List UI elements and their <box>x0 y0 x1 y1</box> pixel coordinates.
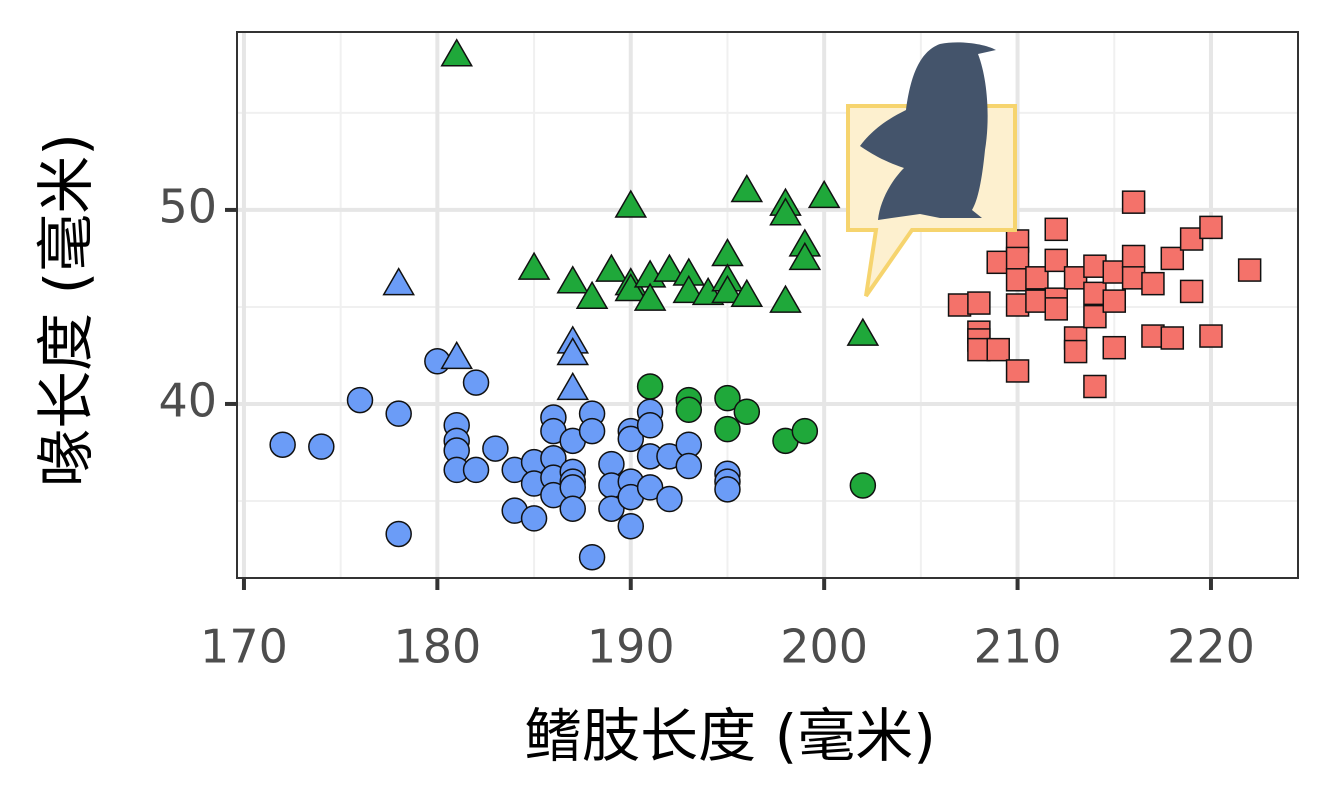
point <box>517 251 551 280</box>
point <box>769 284 802 313</box>
point <box>714 384 741 412</box>
point <box>733 398 761 425</box>
plot-border <box>236 31 1299 579</box>
point <box>791 417 819 445</box>
point <box>1141 271 1165 296</box>
y-axis-title: 喙长度 (毫米) <box>32 133 100 487</box>
point <box>769 197 802 226</box>
point <box>575 280 609 309</box>
point <box>1025 266 1049 290</box>
point <box>1083 374 1107 399</box>
point <box>1063 339 1088 364</box>
point <box>385 400 412 427</box>
point <box>1179 279 1204 304</box>
point <box>1044 297 1068 321</box>
point <box>636 412 664 439</box>
point <box>1044 248 1068 273</box>
point <box>1102 335 1127 360</box>
x-tick-label: 220 <box>1167 620 1255 674</box>
point <box>714 415 741 443</box>
point <box>967 291 991 315</box>
x-axis-title: 鳍肢长度 (毫米) <box>524 702 936 770</box>
point <box>656 485 683 513</box>
point <box>440 340 474 370</box>
x-tick-label: 210 <box>974 620 1062 674</box>
point <box>1121 244 1146 269</box>
point <box>614 189 648 218</box>
point <box>578 417 606 445</box>
point <box>440 38 474 67</box>
penguin <box>860 42 996 220</box>
x-tick-label: 170 <box>200 620 288 674</box>
point <box>986 337 1010 362</box>
penguin-icon <box>846 42 1017 298</box>
x-tick-label: 180 <box>393 620 481 674</box>
point <box>617 512 645 540</box>
point <box>1083 304 1107 329</box>
point <box>462 456 490 484</box>
y-tick-label: 40 <box>158 373 217 427</box>
x-tick-label: 190 <box>587 620 675 674</box>
point <box>1160 246 1185 271</box>
point <box>346 386 374 414</box>
point <box>1102 289 1127 313</box>
point <box>675 396 703 424</box>
point <box>1199 324 1223 348</box>
point <box>1044 217 1068 242</box>
point <box>849 472 877 499</box>
point <box>385 520 412 548</box>
point <box>636 474 664 501</box>
point <box>1199 215 1223 240</box>
point <box>556 371 590 401</box>
point <box>807 179 841 209</box>
point <box>559 495 586 522</box>
point <box>462 369 490 396</box>
point <box>482 435 509 462</box>
point <box>382 267 415 296</box>
point <box>1160 326 1185 350</box>
point <box>1121 190 1146 214</box>
point <box>595 253 628 282</box>
point <box>556 337 590 366</box>
point <box>711 274 744 304</box>
point <box>636 373 664 400</box>
point <box>672 274 706 304</box>
point <box>269 431 296 458</box>
point <box>653 253 686 282</box>
point <box>1237 258 1262 282</box>
point <box>308 433 335 460</box>
marks <box>269 38 1262 571</box>
y-tick-label: 50 <box>158 179 217 233</box>
point <box>846 317 880 346</box>
point <box>617 425 645 453</box>
point <box>788 241 822 271</box>
point <box>598 495 625 522</box>
point <box>714 476 741 503</box>
point <box>578 543 606 571</box>
point <box>633 282 667 311</box>
point <box>730 278 764 308</box>
point <box>730 174 764 203</box>
x-tick-label: 200 <box>780 620 868 674</box>
point <box>675 452 703 480</box>
point <box>556 265 590 294</box>
point <box>520 505 548 532</box>
point <box>1005 359 1030 383</box>
